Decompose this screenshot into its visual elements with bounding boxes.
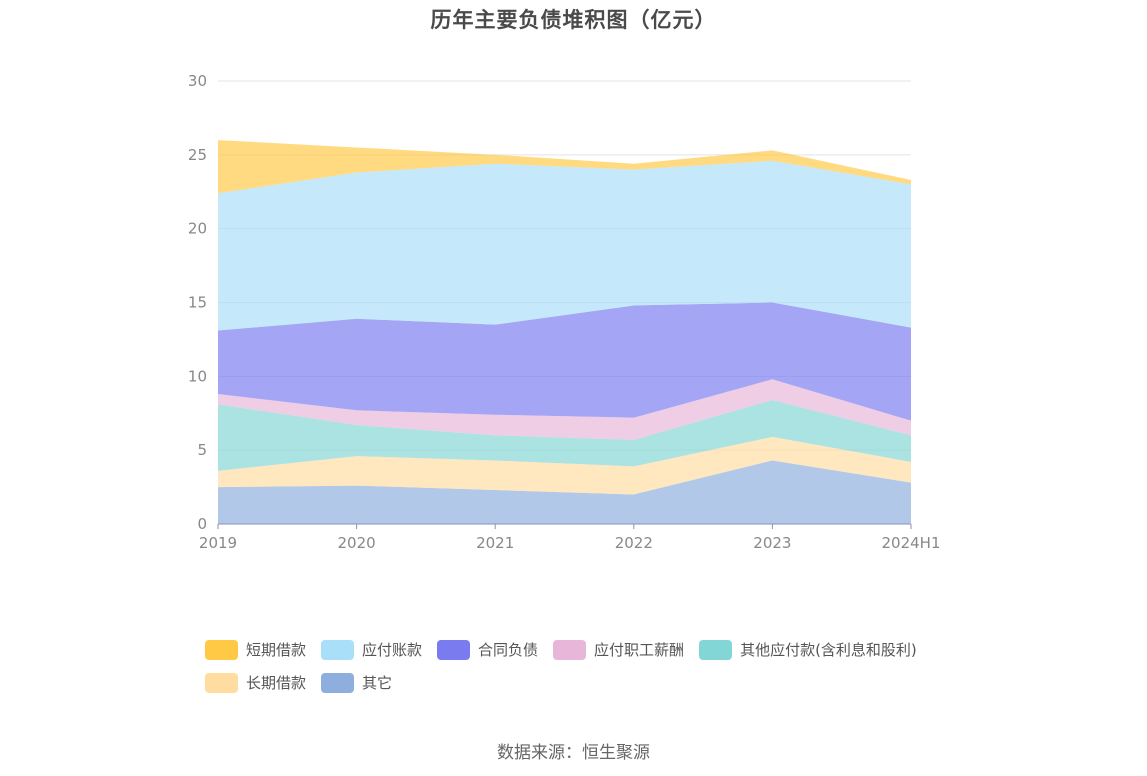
chart-title: 历年主要负债堆积图（亿元）	[430, 8, 717, 32]
legend-swatch	[321, 639, 355, 660]
area-series-0[interactable]	[218, 460, 911, 525]
legend-label: 应付职工薪酬	[594, 641, 685, 659]
area-series-2[interactable]	[218, 399, 911, 471]
y-tick-label: 0	[197, 515, 207, 533]
y-tick-label: 15	[188, 294, 207, 312]
legend-label: 长期借款	[246, 674, 307, 692]
legend-item[interactable]: 应付账款	[321, 638, 422, 661]
legend-swatch	[437, 639, 471, 660]
x-tick-label: 2019	[199, 534, 237, 552]
x-tick-label: 2023	[753, 534, 791, 552]
source-note: 数据来源：恒生聚源	[497, 743, 650, 763]
legend-item[interactable]: 长期借款	[205, 671, 306, 694]
y-tick-label: 5	[197, 441, 207, 459]
y-tick-label: 30	[188, 72, 207, 90]
area-series-6[interactable]	[218, 140, 911, 194]
area-series-5[interactable]	[218, 160, 911, 331]
legend: 短期借款 应付账款 合同负债 应付职工薪酬 其他应付款(含利息和股利) 长期借款 其它	[205, 638, 965, 694]
legend-swatch	[205, 639, 238, 660]
legend-label: 其它	[362, 674, 393, 692]
legend-item[interactable]: 短期借款	[205, 638, 306, 661]
legend-label: 应付账款	[362, 641, 423, 659]
legend-item[interactable]: 应付职工薪酬	[553, 638, 684, 661]
y-tick-label: 20	[188, 220, 207, 238]
legend-swatch	[553, 639, 587, 660]
area-series-3[interactable]	[218, 379, 911, 440]
area-series-1[interactable]	[218, 436, 911, 495]
chart-plot: 0 5 10 15 20 25 30 2019 2020 2021 2022 2023 2024H1	[188, 72, 941, 552]
y-tick-label: 10	[188, 367, 207, 385]
y-tick-label: 25	[188, 146, 207, 164]
legend-label: 合同负债	[478, 641, 539, 659]
legend-item[interactable]: 其它	[321, 671, 392, 694]
x-tick-label: 2021	[476, 534, 514, 552]
axis-layer: 0 5 10 15 20 25 30 2019 2020 2021 2022 2023 2024H1	[188, 72, 941, 552]
legend-swatch	[699, 639, 733, 660]
x-tick-label: 2020	[338, 534, 376, 552]
legend-item[interactable]: 合同负债	[437, 638, 538, 661]
x-tick-label: 2022	[615, 534, 653, 552]
legend-swatch	[321, 672, 355, 693]
legend-item[interactable]: 其他应付款(含利息和股利)	[699, 638, 917, 661]
x-tick-label: 2024H1	[882, 534, 941, 552]
area-layer	[218, 140, 911, 524]
legend-label: 短期借款	[246, 641, 307, 659]
area-series-4[interactable]	[218, 302, 911, 421]
legend-label: 其他应付款(含利息和股利)	[740, 641, 917, 659]
legend-swatch	[205, 672, 238, 693]
